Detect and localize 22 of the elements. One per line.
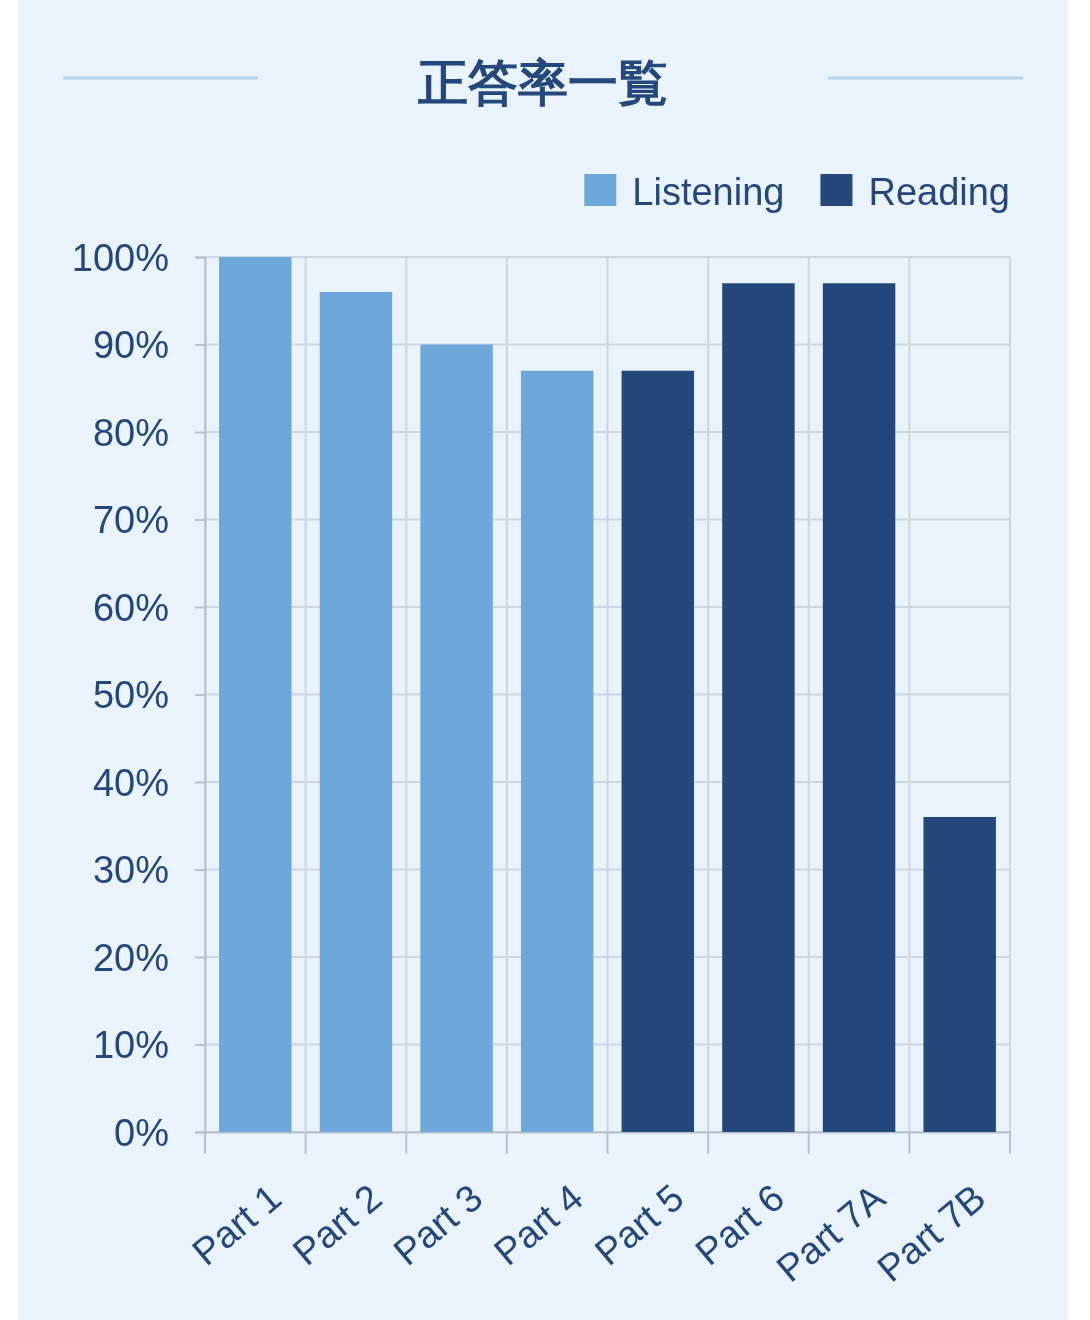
legend-label: Listening <box>632 171 785 213</box>
bar <box>319 292 393 1132</box>
bar <box>420 344 493 1132</box>
bar <box>520 370 594 1132</box>
legend-label: Reading <box>868 171 1010 213</box>
y-tick-label: 60% <box>92 586 169 629</box>
y-tick-label: 90% <box>92 324 169 367</box>
y-tick-label: 80% <box>92 411 169 454</box>
y-tick-label: 20% <box>92 936 169 979</box>
bar <box>621 370 695 1132</box>
y-tick-label: 70% <box>92 499 169 542</box>
y-tick-label: 100% <box>71 236 169 279</box>
y-tick-label: 0% <box>114 1111 169 1154</box>
bar <box>722 283 795 1132</box>
y-tick-label: 50% <box>92 674 169 717</box>
y-tick-label: 40% <box>92 761 169 804</box>
bar <box>822 283 896 1132</box>
chart-title: 正答率一覧 <box>417 54 668 112</box>
y-tick-label: 30% <box>92 849 169 892</box>
y-tick-label: 10% <box>92 1024 169 1067</box>
bar <box>219 257 292 1132</box>
bar <box>923 817 996 1132</box>
